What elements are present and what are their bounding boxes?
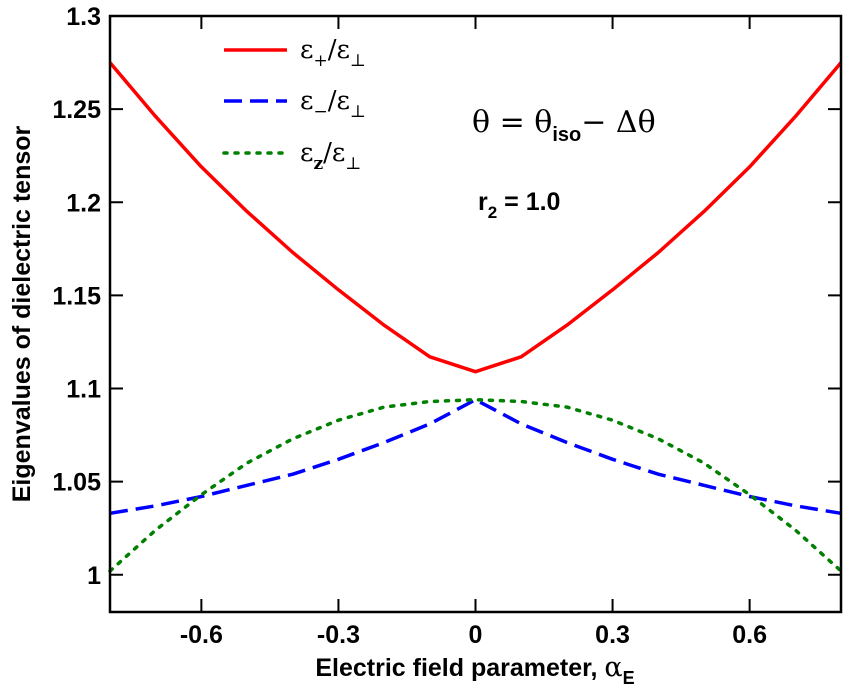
x-tick-label: -0.3 — [317, 621, 360, 649]
r2-annotation: r2 = 1.0 — [478, 188, 560, 222]
y-tick-label: 1.25 — [52, 96, 101, 124]
legend: ε+/ε⊥ ε−/ε⊥ εz/ε⊥ — [222, 35, 366, 174]
x-tick-label: 0 — [469, 621, 483, 649]
theta-annotation: θ = θiso− Δθ — [472, 105, 656, 146]
series-line-eps-plus — [108, 61, 843, 374]
legend-entry-eps-z: εz/ε⊥ — [222, 138, 361, 174]
y-tick-label: 1.2 — [66, 189, 101, 217]
axis-ticks: -0.6 -0.3 0 0.3 0.6 1 1.05 1.1 1.15 1.2 1.25 1.3 — [52, 3, 841, 649]
y-tick-label: 1.3 — [66, 3, 101, 31]
legend-label-eps-minus: ε−/ε⊥ — [300, 86, 366, 122]
y-tick-label: 1.05 — [52, 469, 101, 497]
y-tick-label: 1.15 — [52, 282, 101, 310]
x-tick-label: 0.3 — [595, 621, 630, 649]
legend-label-eps-plus: ε+/ε⊥ — [300, 35, 366, 71]
series-lines — [108, 61, 843, 573]
legend-entry-eps-minus: ε−/ε⊥ — [224, 86, 366, 122]
legend-entry-eps-plus: ε+/ε⊥ — [224, 35, 366, 71]
x-tick-label: -0.6 — [180, 621, 223, 649]
series-line-eps-minus — [109, 397, 842, 516]
legend-label-eps-z: εz/ε⊥ — [300, 138, 361, 174]
series-line-eps-z — [108, 397, 843, 573]
y-axis-title: Eigenvalues of dielectric tensor — [8, 125, 36, 502]
y-tick-label: 1.1 — [66, 376, 101, 404]
x-tick-label: 0.6 — [732, 621, 767, 649]
y-tick-label: 1 — [87, 562, 101, 590]
x-axis-title: Electric field parameter, αE — [315, 652, 634, 688]
